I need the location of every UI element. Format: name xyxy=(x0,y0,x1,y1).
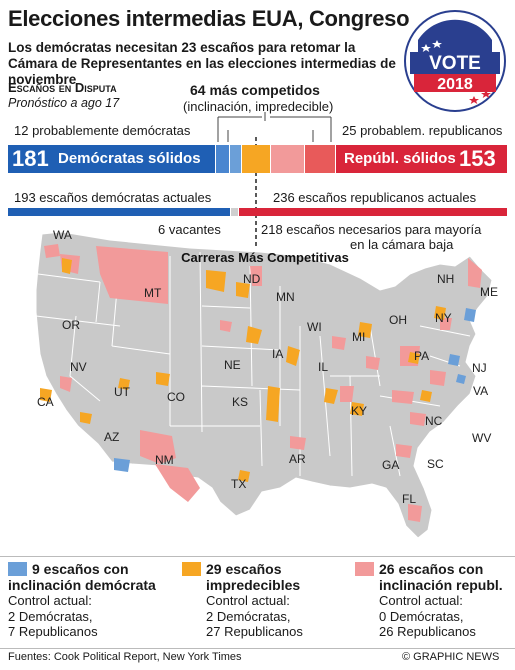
svg-text:2018: 2018 xyxy=(437,76,473,93)
page-subtitle: Los demócratas necesitan 23 escaños para… xyxy=(8,40,396,87)
legend-rep-lean: 26 escaños con inclinación republ. Contr… xyxy=(355,561,510,651)
state-label-ut: UT xyxy=(114,385,130,399)
us-land xyxy=(35,231,493,539)
legend-dem-lean-line2: 2 Demócratas, xyxy=(8,608,93,624)
state-label-nj: NJ xyxy=(472,361,487,375)
rep-lean-regions xyxy=(44,244,482,522)
legend-dem-lean-line1: Control actual: xyxy=(8,593,92,608)
state-label-nc: NC xyxy=(425,414,443,428)
majority-label: 218 escaños necesarios para mayoría xyxy=(261,222,482,237)
us-map: Carreras Más Competitivas xyxy=(35,231,493,539)
state-label-nh: NH xyxy=(437,272,455,286)
dem-solid-bar: 181 Demócratas sólidos xyxy=(8,145,215,173)
legend-tossup-head-1: 29 escaños xyxy=(206,561,282,577)
page-title: Elecciones intermedias EUA, Congreso xyxy=(8,6,410,31)
svg-text:VOTE: VOTE xyxy=(429,53,481,74)
tossup-swatch xyxy=(182,562,201,576)
state-label-nm: NM xyxy=(155,453,174,467)
state-label-ca: CA xyxy=(37,395,54,409)
legend-dem-lean: 9 escaños con inclinación demócrata Cont… xyxy=(8,561,180,651)
rep-solid-number: 153 xyxy=(459,146,496,171)
competitive-subtitle: (inclinación, impredecible) xyxy=(183,99,334,114)
footer-divider xyxy=(0,648,515,649)
legend-tossup-head-2: impredecibles xyxy=(206,577,301,593)
state-label-ar: AR xyxy=(289,452,306,466)
legend-rep-lean-line3: 26 Republicanos xyxy=(379,624,476,639)
state-label-tx: TX xyxy=(231,477,247,491)
rep-lean-swatch xyxy=(355,562,374,576)
legend-rep-lean-head-1: 26 escaños con xyxy=(379,561,484,577)
state-label-me: ME xyxy=(480,285,498,299)
rep-current-label: 236 escaños republicanos actuales xyxy=(273,190,477,205)
competitive-title: 64 más competidos xyxy=(190,82,320,98)
vacant-bar xyxy=(231,208,238,216)
state-label-nv: NV xyxy=(70,360,87,374)
state-label-pa: PA xyxy=(414,349,430,363)
state-label-mt: MT xyxy=(144,286,162,300)
state-label-ky: KY xyxy=(351,404,368,418)
state-label-mi: MI xyxy=(352,330,366,344)
state-label-fl: FL xyxy=(402,492,417,506)
dem-solid-label: Demócratas sólidos xyxy=(58,150,201,167)
legend-dem-lean-line3: 7 Republicanos xyxy=(8,624,98,639)
vacant-label: 6 vacantes xyxy=(158,222,221,237)
dem-likely-bar xyxy=(216,145,229,173)
dem-lean-bar xyxy=(230,145,241,173)
legend-dem-lean-head-2: inclinación demócrata xyxy=(8,577,156,593)
tossup-bar xyxy=(242,145,270,173)
dem-current-bar xyxy=(8,208,230,216)
state-label-wv: WV xyxy=(472,431,492,445)
state-label-ia: IA xyxy=(272,347,284,361)
majority-label-2: en la cámara baja xyxy=(350,237,454,252)
section-title: Escaños en Disputa xyxy=(8,80,117,95)
rep-solid-label: Repúbl. sólidos xyxy=(344,150,456,167)
state-label-nd: ND xyxy=(243,272,261,286)
state-label-co: CO xyxy=(167,390,185,404)
state-label-wa: WA xyxy=(53,228,72,242)
state-label-ga: GA xyxy=(382,458,400,472)
dem-likely-label: 12 probablemente demócratas xyxy=(14,123,191,138)
state-label-il: IL xyxy=(318,360,329,374)
state-label-sc: SC xyxy=(427,457,444,471)
rep-lean-bar xyxy=(271,145,304,173)
map-title: Carreras Más Competitivas xyxy=(181,250,349,265)
section-subtitle: Pronóstico a ago 17 xyxy=(8,96,120,110)
legend-tossup-line3: 27 Republicanos xyxy=(206,624,303,639)
footer-source: Fuentes: Cook Political Report, New York… xyxy=(8,651,242,663)
dem-lean-regions xyxy=(114,308,476,472)
dem-solid-number: 181 xyxy=(12,146,49,171)
legend-rep-lean-line2: 0 Demócratas, xyxy=(379,608,464,624)
rep-likely-bar xyxy=(305,145,335,173)
state-label-wi: WI xyxy=(307,320,322,334)
vote-2018-badge: VOTE 2018 xyxy=(404,10,506,112)
state-label-oh: OH xyxy=(389,313,407,327)
state-label-az: AZ xyxy=(104,430,120,444)
legend-divider xyxy=(0,556,515,557)
legend-rep-lean-line1: Control actual: xyxy=(379,593,463,608)
state-label-va: VA xyxy=(473,384,489,398)
rep-likely-label: 25 probablem. republicanos xyxy=(342,123,503,138)
state-label-ne: NE xyxy=(224,358,241,372)
state-label-ks: KS xyxy=(232,395,249,409)
legend-tossup-line2: 2 Demócratas, xyxy=(206,608,291,624)
rep-solid-bar: Repúbl. sólidos 153 xyxy=(336,145,507,173)
legend-dem-lean-head-1: 9 escaños con xyxy=(32,561,129,577)
dem-current-label: 193 escaños demócratas actuales xyxy=(14,190,212,205)
state-label-or: OR xyxy=(62,318,80,332)
dem-lean-swatch xyxy=(8,562,27,576)
legend-tossup: 29 escaños impredecibles Control actual:… xyxy=(182,561,352,651)
footer-credit: © GRAPHIC NEWS xyxy=(402,651,500,663)
legend-tossup-line1: Control actual: xyxy=(206,593,290,608)
state-label-mn: MN xyxy=(276,290,295,304)
rep-current-bar xyxy=(239,208,507,216)
state-label-ny: NY xyxy=(435,311,452,325)
legend-rep-lean-head-2: inclinación republ. xyxy=(379,577,503,593)
tossup-regions xyxy=(40,258,446,482)
